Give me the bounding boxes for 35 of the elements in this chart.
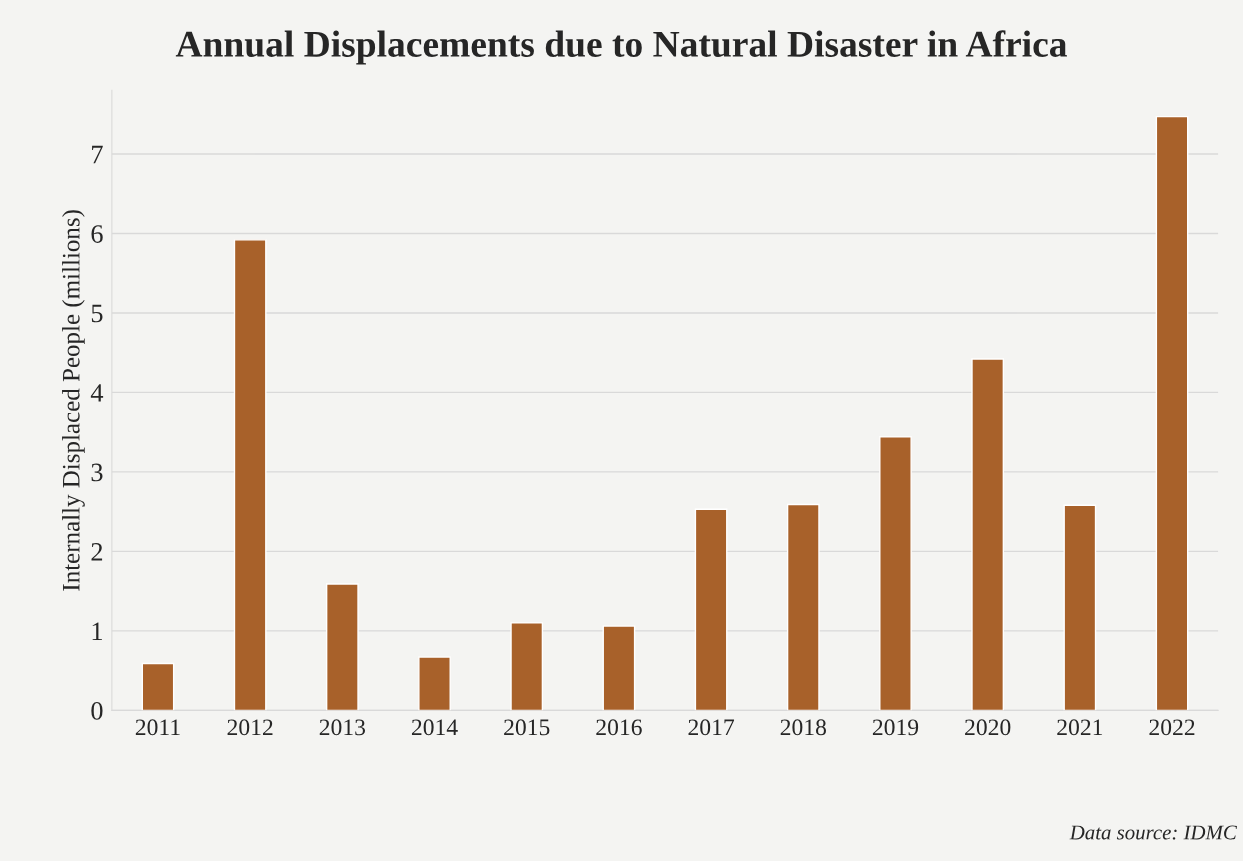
x-tick-label: 2018 [780, 719, 826, 736]
y-tick-label: 5 [91, 304, 103, 323]
bar [1063, 504, 1097, 711]
bar [971, 358, 1005, 711]
bar [510, 622, 544, 711]
x-tick-label: 2022 [1149, 719, 1195, 736]
x-tick-label: 2017 [688, 719, 735, 736]
x-tick-label: 2016 [596, 719, 642, 736]
x-tick-label: 2015 [504, 719, 550, 736]
x-tick-label: 2019 [872, 719, 919, 736]
source-note: Data source: IDMC [1069, 825, 1237, 840]
bar [694, 508, 728, 711]
bar [786, 503, 820, 711]
y-tick-label: 6 [91, 225, 103, 243]
y-axis-title: Internally Displaced People (millions) [62, 210, 85, 591]
bar [1155, 115, 1189, 711]
chart-title: Annual Displacements due to Natural Disaster in Africa [175, 30, 1067, 65]
y-tick-label: 4 [90, 384, 104, 402]
bar [879, 436, 912, 711]
y-tick-label: 0 [91, 701, 103, 720]
y-tick-label: 1 [92, 622, 102, 640]
bar [325, 583, 359, 711]
x-tick-label: 2013 [319, 719, 366, 736]
x-tick-label: 2012 [227, 719, 273, 736]
x-tick-label: 2020 [965, 719, 1011, 736]
x-tick-label: 2021 [1057, 719, 1103, 736]
bar [141, 662, 175, 711]
y-tick-label: 2 [91, 543, 103, 561]
x-tick-label: 2014 [411, 719, 458, 736]
bar [418, 656, 451, 711]
y-tick-label: 3 [91, 463, 103, 482]
bar [602, 625, 636, 711]
y-tick-label: 7 [92, 145, 103, 164]
bar [233, 239, 267, 711]
x-tick-label: 2011 [135, 719, 180, 736]
